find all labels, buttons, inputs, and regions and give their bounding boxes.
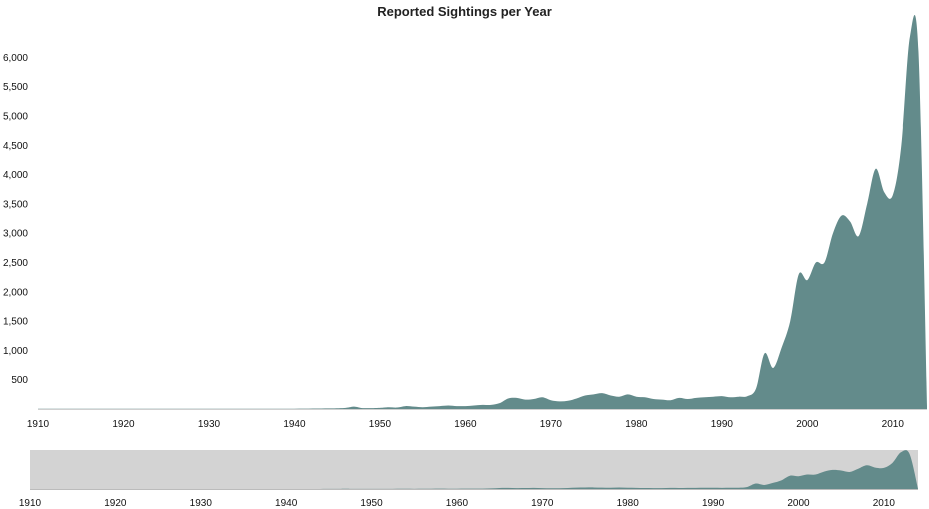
navigator-x-tick-label: 2000 <box>787 498 810 509</box>
y-tick-label: 1,500 <box>3 317 28 328</box>
navigator-x-tick-label: 1940 <box>275 498 298 509</box>
range-navigator[interactable] <box>30 450 918 490</box>
x-tick-label: 2000 <box>796 419 819 430</box>
navigator-x-tick-label: 1920 <box>104 498 127 509</box>
y-tick-label: 5,000 <box>3 112 28 123</box>
navigator-area <box>30 450 918 489</box>
navigator-x-tick-label: 1960 <box>446 498 469 509</box>
y-tick-label: 4,000 <box>3 170 28 181</box>
navigator-x-tick-label: 1950 <box>360 498 383 509</box>
y-tick-label: 3,500 <box>3 199 28 210</box>
navigator-x-tick-label: 1910 <box>19 498 42 509</box>
sightings-area <box>38 15 927 409</box>
y-tick-label: 1,000 <box>3 346 28 357</box>
x-tick-label: 1930 <box>198 419 221 430</box>
y-tick-label: 4,500 <box>3 141 28 152</box>
navigator-x-tick-label: 1930 <box>190 498 213 509</box>
chart-title: Reported Sightings per Year <box>377 4 552 19</box>
x-tick-label: 1910 <box>27 419 50 430</box>
y-tick-label: 5,500 <box>3 82 28 93</box>
y-tick-label: 6,000 <box>3 53 28 64</box>
y-axis: 500 1,000 1,500 2,000 2,500 3,000 3,500 4,000 4,… <box>3 53 28 386</box>
x-axis: 1910 1920 1930 1940 1950 1960 1970 1980 1990 2000… <box>27 419 904 430</box>
x-tick-label: 1920 <box>112 419 135 430</box>
y-tick-label: 2,500 <box>3 258 28 269</box>
navigator-x-tick-label: 1970 <box>531 498 554 509</box>
main-plot <box>38 15 927 410</box>
navigator-x-tick-label: 1990 <box>702 498 725 509</box>
y-tick-label: 500 <box>11 375 28 386</box>
x-tick-label: 2010 <box>882 419 905 430</box>
x-tick-label: 1970 <box>540 419 563 430</box>
navigator-selection[interactable] <box>30 450 918 489</box>
x-tick-label: 1960 <box>454 419 477 430</box>
navigator-x-tick-label: 1980 <box>617 498 640 509</box>
y-tick-label: 2,000 <box>3 287 28 298</box>
y-tick-label: 3,000 <box>3 229 28 240</box>
x-tick-label: 1940 <box>283 419 306 430</box>
x-tick-label: 1990 <box>711 419 734 430</box>
navigator-x-axis: 1910 1920 1930 1940 1950 1960 1970 1980 1990 2000… <box>19 498 896 509</box>
x-tick-label: 1980 <box>625 419 648 430</box>
navigator-x-tick-label: 2010 <box>873 498 896 509</box>
x-tick-label: 1950 <box>369 419 392 430</box>
